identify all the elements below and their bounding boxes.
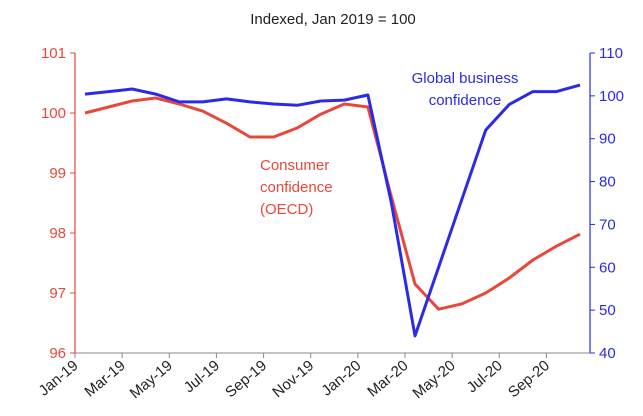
y2-tick-label: 100 <box>599 88 624 105</box>
x-tick-label: Jul-20 <box>464 357 506 396</box>
y-tick-label: 99 <box>49 165 66 182</box>
y-tick-label: 97 <box>49 285 66 302</box>
x-tick-label: Sep-19 <box>222 357 270 401</box>
series-line <box>84 96 581 311</box>
y2-tick-label: 40 <box>599 345 616 362</box>
y-tick-label: 101 <box>41 45 66 62</box>
y2-tick-label: 80 <box>599 174 616 191</box>
x-tick-label: Nov-19 <box>269 357 317 401</box>
y-tick-label: 100 <box>41 105 66 122</box>
x-tick-label: Mar-19 <box>81 357 128 401</box>
series-label: Consumer <box>260 157 329 174</box>
x-tick-label: Jan-20 <box>318 357 364 400</box>
series-label: (OECD) <box>260 201 313 218</box>
x-tick-label: Jul-19 <box>181 357 223 396</box>
series-label: confidence <box>429 92 502 109</box>
x-tick-label: Jan-19 <box>36 357 82 400</box>
x-tick-label: Mar-20 <box>364 357 411 401</box>
series-label: Global business <box>412 70 519 87</box>
y2-tick-label: 110 <box>599 45 623 62</box>
series-label: confidence <box>260 179 333 196</box>
x-tick-label: May-19 <box>127 357 176 402</box>
x-tick-label: May-20 <box>409 357 458 402</box>
y2-tick-label: 70 <box>599 216 616 233</box>
chart-title: Indexed, Jan 2019 = 100 <box>250 11 416 28</box>
series-line <box>84 83 581 338</box>
x-tick-label: Sep-20 <box>505 357 553 401</box>
y2-tick-label: 50 <box>599 302 616 319</box>
y-tick-label: 96 <box>49 345 66 362</box>
y2-tick-label: 60 <box>599 259 616 276</box>
y-tick-label: 98 <box>49 225 66 242</box>
y2-tick-label: 90 <box>599 131 616 148</box>
